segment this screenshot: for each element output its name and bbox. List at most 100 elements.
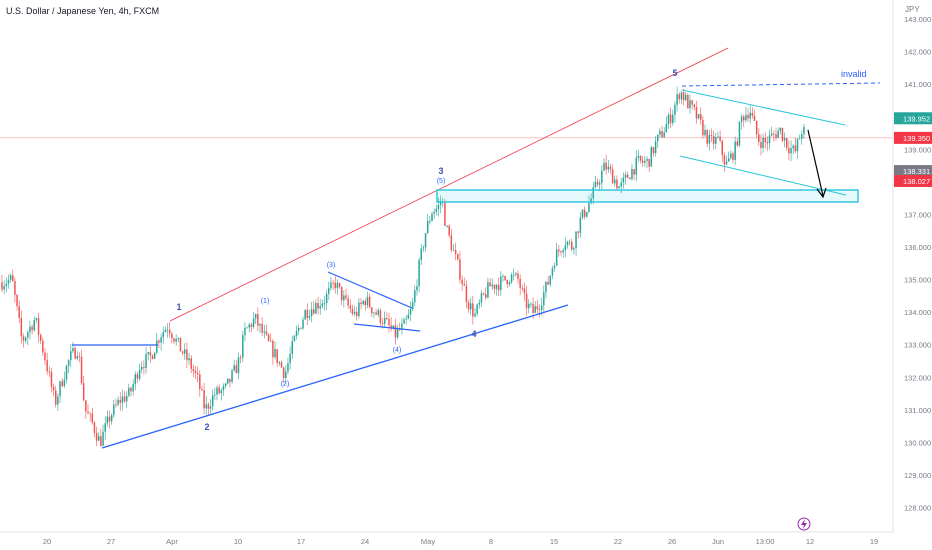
- candle: [485, 287, 487, 301]
- candle-body: [231, 370, 233, 382]
- candle: [323, 295, 326, 311]
- candle: [259, 323, 261, 334]
- candle: [149, 346, 152, 363]
- candle: [353, 305, 356, 317]
- x-tick-label: 17: [297, 537, 305, 546]
- candle: [113, 399, 115, 419]
- candle: [652, 146, 655, 157]
- candle: [379, 308, 382, 327]
- candle: [517, 270, 519, 284]
- candle: [9, 273, 12, 283]
- candle: [22, 333, 25, 348]
- candle-body: [218, 387, 220, 394]
- candle-body: [63, 379, 66, 387]
- lightning-icon[interactable]: [797, 517, 811, 531]
- candle: [3, 279, 5, 294]
- candle-body: [98, 436, 100, 441]
- candle-body: [669, 114, 672, 124]
- candle: [80, 349, 83, 386]
- candle: [605, 154, 607, 175]
- candle-body: [117, 399, 119, 405]
- candle-body: [89, 413, 91, 415]
- candle: [454, 242, 457, 261]
- candle-body: [42, 340, 44, 353]
- candle: [678, 92, 680, 104]
- candle-body: [622, 177, 625, 183]
- candle: [328, 281, 330, 300]
- candle: [220, 388, 223, 401]
- candle: [654, 136, 657, 157]
- candle-body: [227, 378, 229, 384]
- candle: [106, 410, 109, 427]
- candle-body: [67, 360, 70, 366]
- candle-body: [493, 284, 496, 289]
- candle-body: [487, 282, 489, 298]
- candle: [173, 337, 175, 344]
- candle-body: [530, 303, 532, 305]
- candle-body: [166, 329, 169, 331]
- candle: [691, 99, 693, 110]
- candle: [153, 352, 156, 359]
- candle-body: [508, 282, 511, 285]
- candle: [199, 370, 201, 397]
- candle-body: [551, 268, 554, 276]
- candle-body: [282, 367, 285, 379]
- candle-body: [287, 363, 289, 372]
- candle: [235, 360, 238, 374]
- candle-body: [224, 383, 227, 387]
- candle: [168, 322, 171, 338]
- candle: [611, 164, 614, 184]
- candle-body: [573, 248, 575, 250]
- candle: [558, 244, 560, 257]
- candle-body: [723, 155, 726, 165]
- candle: [72, 341, 74, 354]
- candle: [549, 275, 551, 287]
- candle: [143, 360, 145, 375]
- candle: [218, 384, 220, 395]
- candle-body: [616, 179, 618, 189]
- candle-body: [700, 114, 702, 120]
- candle-body: [624, 174, 627, 178]
- candle-body: [302, 319, 304, 329]
- candle-body: [755, 120, 758, 135]
- candle: [278, 360, 281, 366]
- candle-body: [353, 311, 356, 314]
- candle: [560, 250, 562, 256]
- candle-body: [454, 250, 457, 255]
- candle: [55, 385, 57, 408]
- candle: [325, 289, 328, 311]
- candle: [224, 382, 227, 389]
- candle: [689, 94, 691, 114]
- candle-body: [110, 415, 113, 422]
- candle-body: [24, 337, 27, 341]
- candle: [487, 277, 489, 299]
- candle-body: [214, 394, 216, 396]
- candle: [237, 352, 240, 380]
- candle: [302, 316, 304, 331]
- candle: [27, 329, 29, 346]
- candle-body: [328, 288, 330, 294]
- x-tick-label: Jun: [712, 537, 724, 546]
- candle-body: [319, 305, 321, 309]
- candle-body: [267, 334, 270, 341]
- candle: [93, 420, 96, 438]
- candle-body: [270, 340, 272, 342]
- candle: [65, 364, 68, 384]
- candle-body: [414, 290, 416, 303]
- candle-body: [652, 147, 655, 154]
- candle: [607, 159, 610, 173]
- candle-body: [420, 248, 422, 260]
- candle: [783, 132, 786, 148]
- candle-body: [246, 327, 248, 329]
- candle-body: [201, 388, 203, 391]
- candle: [192, 364, 195, 378]
- candle-body: [22, 336, 25, 341]
- candle-body: [547, 281, 549, 285]
- candle: [633, 168, 635, 181]
- price-badge-bg: [894, 112, 932, 125]
- candle: [424, 232, 427, 252]
- channel-lower: [679, 155, 847, 196]
- candle-body: [594, 181, 597, 188]
- candle: [274, 341, 276, 360]
